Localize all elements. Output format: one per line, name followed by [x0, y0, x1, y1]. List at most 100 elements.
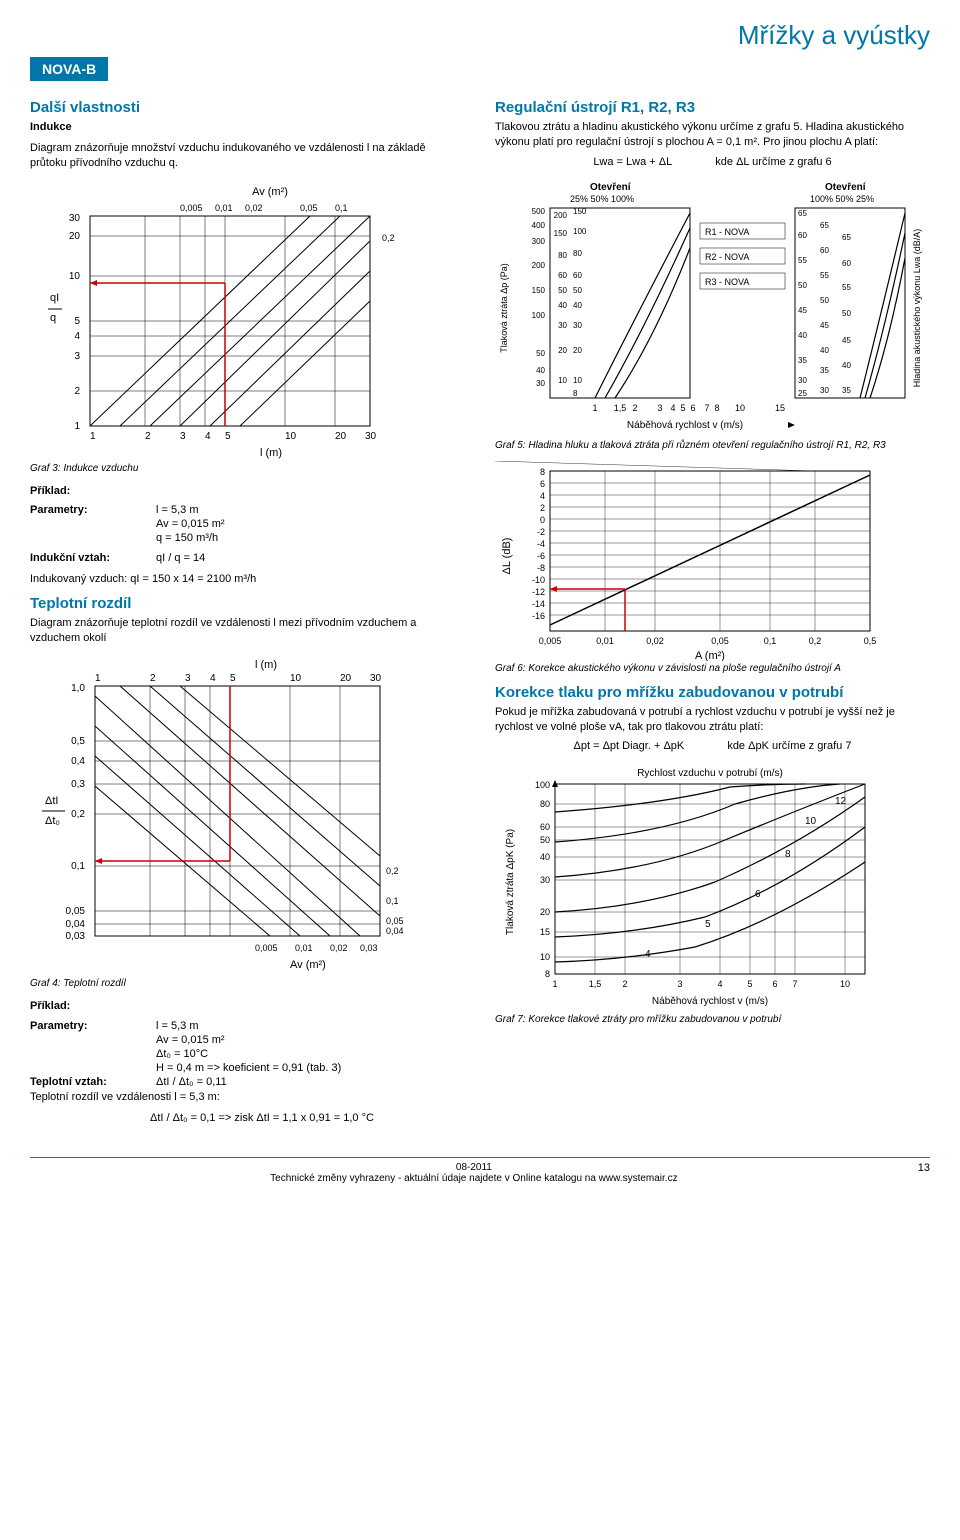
- svg-text:Tlaková ztráta Δp (Pa): Tlaková ztráta Δp (Pa): [499, 263, 509, 353]
- svg-text:6: 6: [690, 403, 695, 413]
- svg-text:40: 40: [540, 852, 550, 862]
- section-regulacni: Regulační ústrojí R1, R2, R3: [495, 99, 930, 116]
- svg-text:8: 8: [785, 849, 791, 860]
- svg-text:-16: -16: [532, 611, 545, 621]
- svg-text:0,03: 0,03: [66, 931, 86, 942]
- page-number: 13: [918, 1162, 930, 1174]
- svg-text:0,02: 0,02: [245, 203, 263, 213]
- svg-text:ΔL (dB): ΔL (dB): [501, 537, 513, 574]
- svg-text:50: 50: [573, 286, 582, 295]
- svg-text:0,02: 0,02: [330, 943, 348, 953]
- svg-text:35: 35: [820, 366, 829, 375]
- svg-text:30: 30: [536, 379, 545, 388]
- svg-text:Otevření: Otevření: [590, 182, 632, 193]
- svg-text:4: 4: [645, 949, 651, 960]
- svg-text:0,4: 0,4: [71, 756, 85, 767]
- svg-text:150: 150: [532, 286, 546, 295]
- svg-text:10: 10: [290, 673, 302, 684]
- page-footer: 08-2011 13 Technické změny vyhrazeny - a…: [30, 1151, 930, 1184]
- svg-text:300: 300: [532, 237, 546, 246]
- teplotni-line: Teplotní rozdíl ve vzdálenosti l = 5,3 m…: [30, 1090, 465, 1105]
- svg-text:400: 400: [532, 221, 546, 230]
- svg-text:10: 10: [573, 376, 582, 385]
- svg-text:40: 40: [798, 331, 807, 340]
- svg-text:20: 20: [540, 907, 550, 917]
- svg-text:0,3: 0,3: [71, 779, 85, 790]
- svg-text:qI: qI: [50, 292, 59, 304]
- formula-dp: Δpt = Δpt Diagr. + ΔpK: [574, 740, 685, 752]
- svg-text:0,01: 0,01: [295, 943, 313, 953]
- svg-text:4: 4: [210, 673, 216, 684]
- chart-4-teplotni: l (m) 1 2 3 4 5 10 20 30: [30, 656, 465, 989]
- svg-text:30: 30: [365, 431, 377, 442]
- svg-text:60: 60: [558, 271, 567, 280]
- svg-text:30: 30: [69, 213, 81, 224]
- graf6-caption: Graf 6: Korekce akustického výkonu v záv…: [495, 663, 930, 674]
- svg-text:45: 45: [798, 306, 807, 315]
- svg-text:3: 3: [657, 403, 662, 413]
- svg-text:0,2: 0,2: [386, 866, 399, 876]
- svg-text:60: 60: [842, 259, 851, 268]
- svg-text:80: 80: [558, 251, 567, 260]
- svg-text:40: 40: [820, 346, 829, 355]
- svg-text:3: 3: [185, 673, 191, 684]
- svg-text:2: 2: [150, 673, 156, 684]
- svg-text:50: 50: [540, 835, 550, 845]
- svg-text:8: 8: [545, 969, 550, 979]
- svg-text:0,02: 0,02: [646, 636, 664, 646]
- svg-text:Rychlost vzduchu v potrubí (m/: Rychlost vzduchu v potrubí (m/s): [637, 768, 783, 779]
- svg-text:R3 - NOVA: R3 - NOVA: [705, 277, 749, 287]
- svg-text:0,1: 0,1: [386, 896, 399, 906]
- svg-text:40: 40: [536, 366, 545, 375]
- svg-text:-8: -8: [537, 563, 545, 573]
- svg-text:55: 55: [820, 271, 829, 280]
- svg-text:Hladina akustického výkonu Lwa: Hladina akustického výkonu Lwa (dB/A): [912, 228, 922, 387]
- formula-lwa: Lwa = Lwa + ΔL: [593, 156, 672, 168]
- svg-text:ΔtI: ΔtI: [45, 795, 58, 807]
- right-column: Regulační ústrojí R1, R2, R3 Tlakovou zt…: [495, 91, 930, 1131]
- svg-text:80: 80: [573, 249, 582, 258]
- section-teplotni-rozdil: Teplotní rozdíl: [30, 595, 465, 612]
- svg-text:40: 40: [842, 361, 851, 370]
- svg-text:Náběhová rychlost v (m/s): Náběhová rychlost v (m/s): [627, 420, 743, 431]
- svg-text:A (m²): A (m²): [695, 650, 725, 661]
- svg-text:R2 - NOVA: R2 - NOVA: [705, 252, 749, 262]
- svg-text:0,05: 0,05: [300, 203, 318, 213]
- svg-text:0,01: 0,01: [596, 636, 614, 646]
- svg-text:3: 3: [180, 431, 186, 442]
- param-label-2: Parametry:: [30, 1020, 140, 1032]
- svg-text:55: 55: [798, 256, 807, 265]
- svg-text:4: 4: [205, 431, 211, 442]
- teplotni-calc: ΔtI / Δt₀ = 0,1 => zisk ΔtI = 1,1 x 0,91…: [30, 1111, 465, 1126]
- svg-text:5: 5: [705, 919, 711, 930]
- svg-text:8: 8: [573, 389, 578, 398]
- svg-text:55: 55: [842, 283, 851, 292]
- svg-text:6: 6: [540, 479, 545, 489]
- svg-text:30: 30: [573, 321, 582, 330]
- product-name-band: NOVA-B: [30, 57, 108, 81]
- svg-text:2: 2: [74, 386, 80, 397]
- svg-text:30: 30: [798, 376, 807, 385]
- svg-text:45: 45: [842, 336, 851, 345]
- graf7-caption: Graf 7: Korekce tlakové ztráty pro mřížk…: [495, 1014, 930, 1025]
- svg-text:1,5: 1,5: [589, 979, 602, 989]
- svg-text:0,005: 0,005: [255, 943, 278, 953]
- svg-text:-4: -4: [537, 539, 545, 549]
- svg-text:-2: -2: [537, 527, 545, 537]
- svg-text:30: 30: [558, 321, 567, 330]
- svg-text:60: 60: [820, 246, 829, 255]
- korekce-text: Pokud je mřížka zabudovaná v potrubí a r…: [495, 705, 930, 735]
- svg-text:7: 7: [704, 403, 709, 413]
- svg-text:10: 10: [805, 816, 817, 827]
- svg-text:10: 10: [840, 979, 850, 989]
- svg-text:20: 20: [558, 346, 567, 355]
- svg-text:4: 4: [540, 491, 545, 501]
- svg-text:7: 7: [792, 979, 797, 989]
- svg-text:200: 200: [532, 261, 546, 270]
- svg-text:30: 30: [540, 875, 550, 885]
- svg-text:20: 20: [573, 346, 582, 355]
- svg-text:5: 5: [680, 403, 685, 413]
- svg-text:150: 150: [573, 207, 587, 216]
- svg-text:35: 35: [842, 386, 851, 395]
- svg-text:65: 65: [842, 233, 851, 242]
